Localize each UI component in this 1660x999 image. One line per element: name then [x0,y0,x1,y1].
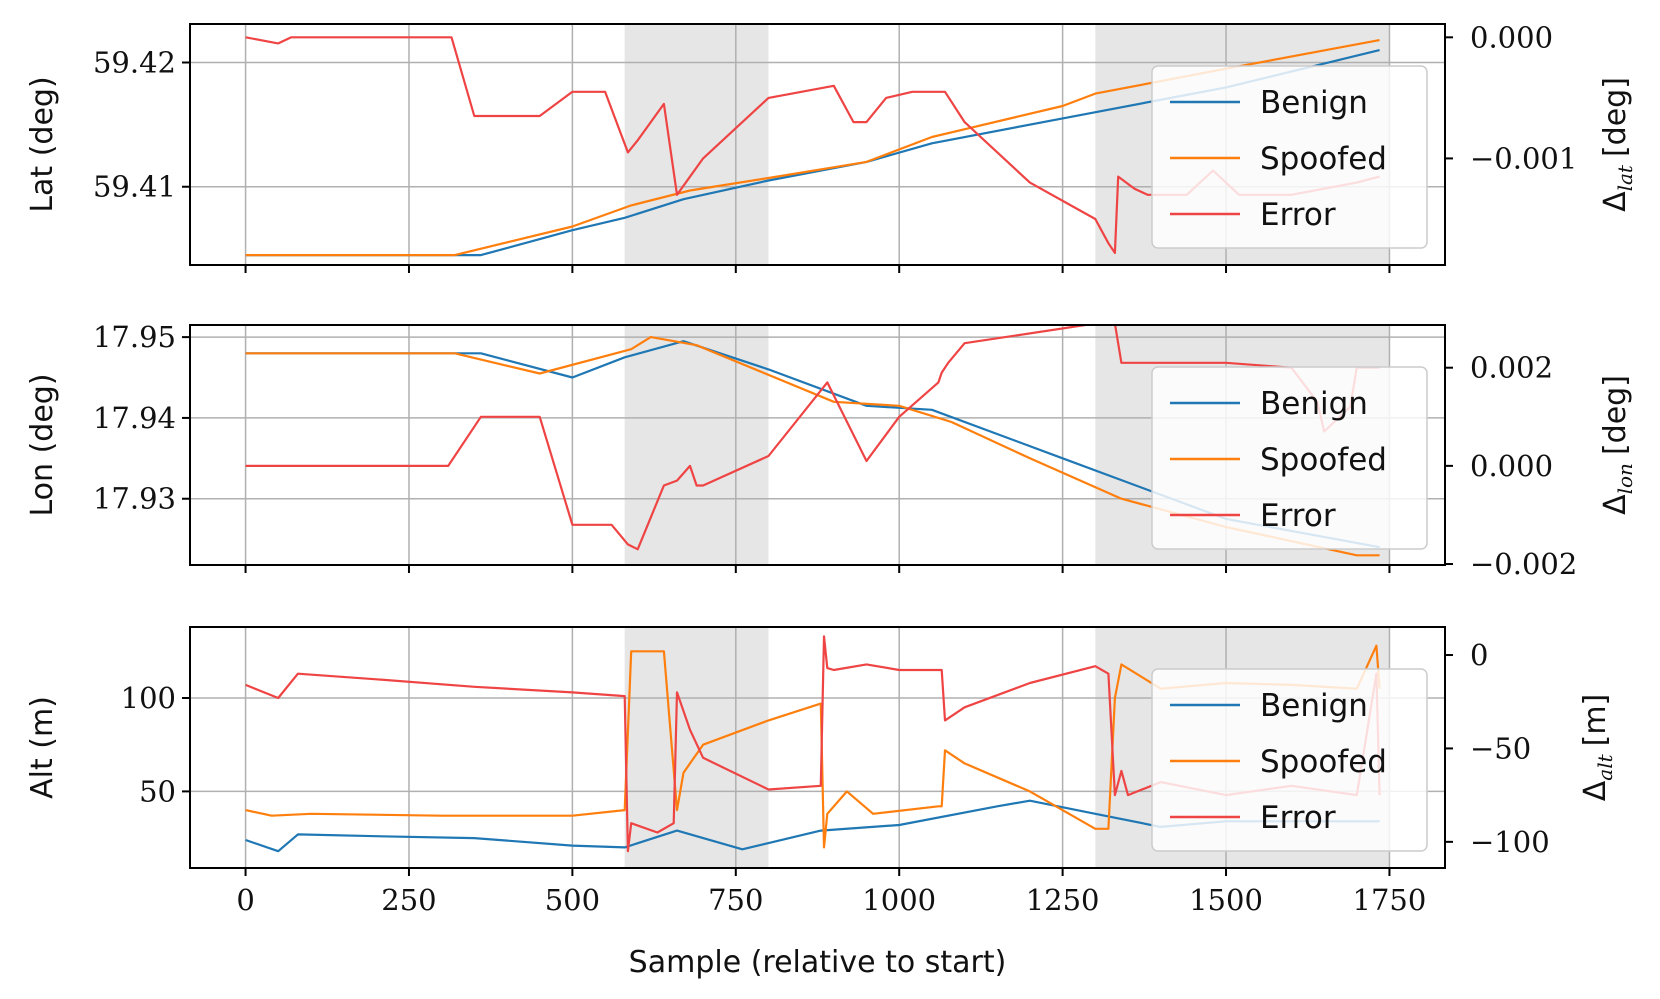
legend-label-benign: Benign [1260,688,1368,724]
right-y-title-symbol: Δ [1598,494,1633,515]
right-y-title-symbol: Δ [1578,780,1613,801]
right-y-tick-label: −100 [1470,825,1550,859]
right-y-title-symbol: Δ [1598,191,1633,212]
y-tick-label: 50 [139,774,176,808]
x-tick-label: 250 [381,883,436,917]
right-y-axis-title: Δlon [deg] [1598,375,1637,515]
right-y-title-unit: [m] [1578,694,1613,747]
x-axis-title: Sample (relative to start) [629,945,1007,980]
legend-label-spoofed: Spoofed [1260,442,1387,478]
panel-lon: 17.93 17.94 17.95 0.002 0.000 −0.002 Lon (deg)… [25,320,1637,581]
legend-label-error: Error [1260,197,1336,233]
right-y-tick-label: −0.001 [1470,141,1577,175]
legend-label-benign: Benign [1260,386,1368,422]
right-y-tick-label: −0.002 [1470,547,1577,581]
legend-label-spoofed: Spoofed [1260,141,1387,177]
x-tick-label: 500 [545,883,600,917]
series-line-benign [245,340,1380,549]
y-tick-label: 59.41 [93,170,176,204]
x-tick-label: 1750 [1353,883,1427,917]
y-tick-label: 59.42 [93,46,176,80]
right-y-axis-title: Δlat [deg] [1598,77,1637,212]
right-y-title-unit: [deg] [1598,77,1633,157]
y-axis-title: Alt (m) [25,696,60,799]
right-y-tick-label: 0.002 [1470,351,1553,385]
panel-alt: 0 250 500 750 1000 1250 1500 1750501000−50−100A… [25,626,1617,917]
y-tick-label: 17.95 [93,320,176,354]
legend-box [1151,366,1428,550]
axes-frame [189,324,1446,566]
right-y-title-subscript: alt [1593,753,1617,780]
shaded-region-0 [624,24,769,265]
legend-label-error: Error [1260,498,1336,534]
shaded-region-0 [624,627,769,868]
right-y-title-subscript: lat [1613,164,1637,191]
x-tick-label: 1000 [862,883,936,917]
series-line-benign [245,799,1380,853]
y-tick-label: 17.93 [93,482,176,516]
y-tick-label: 17.94 [93,401,176,435]
right-y-axis-title: Δalt [m] [1578,694,1617,802]
right-y-tick-label: 0.000 [1470,449,1553,483]
x-tick-label: 1500 [1189,883,1263,917]
right-y-tick-label: 0.000 [1470,20,1553,54]
y-axis-title: Lat (deg) [25,76,60,212]
legend-label-spoofed: Spoofed [1260,744,1387,780]
series-line-error [245,325,1380,551]
legend-label-benign: Benign [1260,85,1368,121]
panel-lat: 59.41 59.42 0.000 −0.001 Lat (deg) Δlat [deg] B… [25,20,1637,273]
axes-frame [189,23,1446,266]
right-y-title-subscript: lon [1613,463,1637,494]
right-y-tick-label: −50 [1470,731,1531,765]
x-tick-label: 750 [708,883,763,917]
y-tick-label: 100 [121,681,176,715]
right-y-tick-label: 0 [1470,638,1488,672]
series-line-error [245,635,1381,853]
right-y-title-unit: [deg] [1598,375,1633,455]
panels: 59.41 59.42 0.000 −0.001 Lat (deg) Δlat [deg] B… [25,20,1637,917]
x-tick-label: 1250 [1026,883,1100,917]
legend-box [1151,668,1428,852]
y-axis-title: Lon (deg) [25,373,60,516]
legend-label-error: Error [1260,800,1336,836]
series-line-spoofed [245,39,1380,257]
x-tick-label: 0 [236,883,254,917]
series-line-benign [245,49,1380,257]
legend-box [1151,65,1428,249]
